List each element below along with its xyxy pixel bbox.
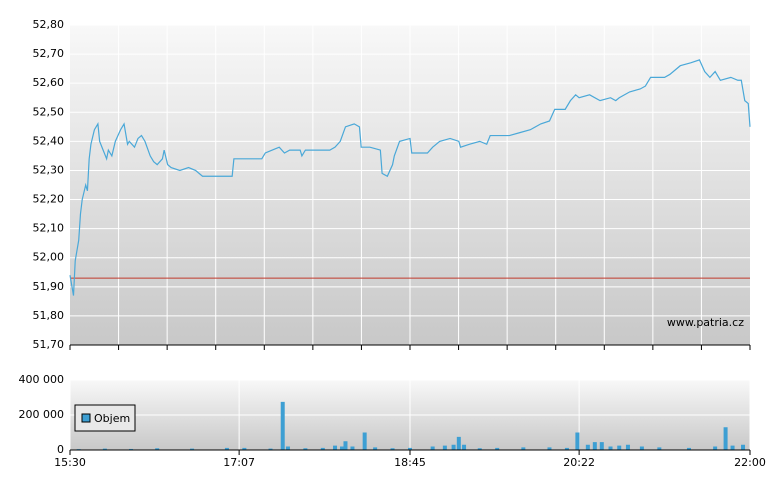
- volume-bar: [155, 448, 160, 450]
- volume-bar: [190, 448, 195, 450]
- volume-bar: [495, 447, 500, 450]
- y-tick-label: 52,80: [33, 18, 65, 31]
- volume-bar: [350, 446, 355, 450]
- volume-bar: [730, 445, 735, 450]
- volume-bar: [362, 432, 367, 450]
- y-tick-label: 200 000: [19, 408, 65, 421]
- volume-bar: [608, 446, 613, 450]
- volume-bar: [442, 445, 447, 450]
- volume-bar: [390, 448, 395, 450]
- y-tick-label: 0: [57, 443, 64, 456]
- volume-bar: [462, 444, 467, 450]
- volume-bar: [224, 447, 229, 450]
- volume-bar: [625, 444, 630, 450]
- y-tick-label: 52,20: [33, 193, 65, 206]
- volume-bar: [242, 447, 247, 450]
- volume-bar: [340, 446, 344, 450]
- y-tick-label: 52,10: [33, 222, 65, 235]
- price-line: [69, 59, 751, 296]
- y-tick-label: 400 000: [19, 373, 65, 386]
- volume-bar: [575, 432, 580, 450]
- x-tick-label: 17:07: [223, 456, 255, 469]
- volume-bar: [268, 448, 273, 450]
- x-tick-label: 18:45: [394, 456, 426, 469]
- volume-bar: [280, 401, 285, 450]
- x-tick-label: 15:30: [54, 456, 86, 469]
- volume-bar: [585, 444, 590, 450]
- volume-bar: [686, 447, 691, 450]
- volume-bar: [741, 444, 746, 450]
- volume-bar: [285, 446, 290, 450]
- volume-bar: [617, 445, 622, 450]
- y-tick-label: 52,40: [33, 134, 65, 147]
- y-tick-label: 52,60: [33, 76, 65, 89]
- volume-bar: [547, 447, 552, 450]
- volume-bar: [599, 442, 604, 450]
- volume-bar: [657, 447, 662, 450]
- volume-bar: [451, 444, 456, 450]
- y-tick-label: 51,80: [33, 309, 65, 322]
- volume-bar: [477, 448, 482, 450]
- volume-bar: [320, 447, 325, 450]
- legend-label: Objem: [94, 412, 130, 425]
- y-tick-label: 51,90: [33, 280, 65, 293]
- legend-swatch: [81, 413, 91, 423]
- volume-bar: [456, 436, 461, 450]
- y-tick-label: 52,70: [33, 47, 65, 60]
- volume-bar: [521, 447, 526, 450]
- watermark: www.patria.cz: [667, 316, 744, 329]
- volume-bar: [408, 447, 412, 450]
- y-tick-label: 52,00: [33, 251, 65, 264]
- volume-bar: [430, 446, 435, 450]
- volume-bar: [639, 446, 644, 450]
- volume-bar: [723, 427, 728, 450]
- volume-bar: [303, 448, 308, 450]
- volume-bar: [713, 446, 718, 450]
- x-tick-label: 22:00: [734, 456, 766, 469]
- y-tick-label: 52,50: [33, 105, 65, 118]
- volume-bar: [102, 448, 107, 450]
- volume-bar: [333, 445, 338, 450]
- volume-bar: [592, 442, 597, 450]
- volume-bar: [564, 447, 569, 450]
- x-tick-label: 20:22: [563, 456, 595, 469]
- volume-bar: [343, 441, 348, 450]
- y-tick-label: 52,30: [33, 163, 65, 176]
- y-tick-label: 51,70: [33, 338, 65, 351]
- volume-bar: [129, 448, 134, 450]
- volume-bar: [373, 447, 378, 450]
